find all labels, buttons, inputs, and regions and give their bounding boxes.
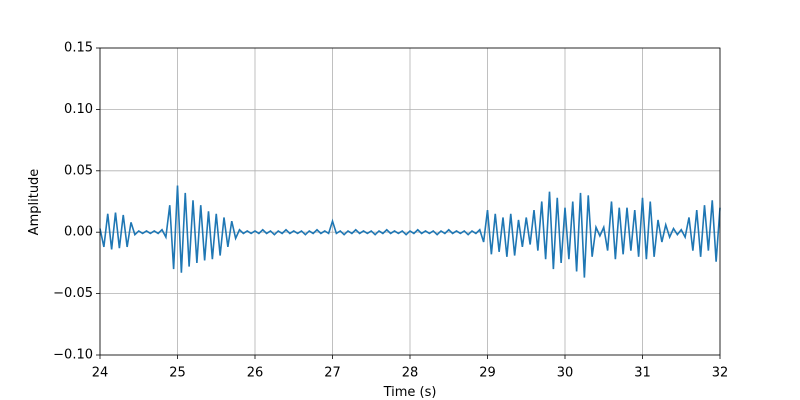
x-tick-label: 27 bbox=[324, 366, 341, 381]
x-tick-label: 31 bbox=[634, 366, 651, 381]
x-tick-label: 29 bbox=[479, 366, 496, 381]
y-tick-label: 0.00 bbox=[64, 225, 93, 240]
x-axis-label: Time (s) bbox=[383, 385, 437, 400]
x-tick-label: 32 bbox=[712, 366, 729, 381]
x-tick-label: 30 bbox=[557, 366, 574, 381]
y-axis-label: Amplitude bbox=[27, 169, 42, 236]
x-tick-label: 26 bbox=[247, 366, 264, 381]
x-tick-label: 25 bbox=[169, 366, 186, 381]
y-tick-label: 0.15 bbox=[64, 41, 93, 56]
y-tick-label: −0.05 bbox=[53, 286, 93, 301]
y-tick-label: −0.10 bbox=[53, 348, 93, 363]
x-tick-label: 28 bbox=[402, 366, 419, 381]
x-tick-label: 24 bbox=[92, 366, 109, 381]
y-tick-label: 0.05 bbox=[64, 163, 93, 178]
plot-frame bbox=[99, 47, 721, 356]
y-tick-label: 0.10 bbox=[64, 102, 93, 117]
waveform-line bbox=[99, 185, 721, 278]
